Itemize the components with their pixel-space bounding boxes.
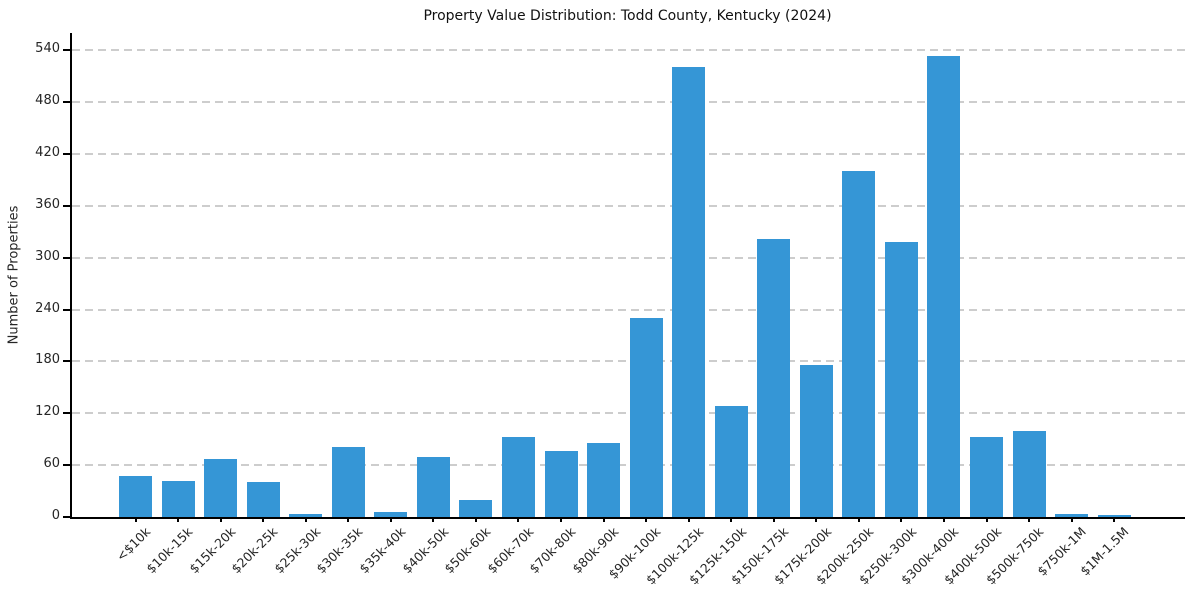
bar (1012, 431, 1046, 517)
x-axis-tick (474, 517, 477, 522)
bar (374, 511, 408, 517)
x-axis-tick (389, 517, 392, 522)
gridline (72, 49, 1185, 52)
y-axis-tick (63, 256, 70, 259)
gridline (72, 308, 1185, 311)
x-axis-tick (900, 517, 903, 522)
y-axis-tick (63, 204, 70, 207)
bar (119, 475, 152, 517)
x-tick-label: $35k-40k (356, 524, 409, 577)
x-axis-tick (304, 517, 307, 522)
x-axis-tick (942, 517, 945, 522)
bar (289, 513, 323, 517)
x-axis-tick (134, 517, 137, 522)
x-axis-tick (432, 517, 435, 522)
gridline (72, 464, 1185, 467)
y-tick-label: 420 (35, 145, 60, 160)
x-axis-tick (1070, 517, 1073, 522)
bar (884, 242, 918, 517)
x-tick-label: <$10k (113, 524, 154, 565)
y-axis-tick (63, 308, 70, 311)
bar (672, 66, 706, 517)
bar (842, 171, 876, 517)
bar (331, 447, 365, 517)
x-axis-tick (985, 517, 988, 522)
y-axis-tick (63, 516, 70, 518)
y-axis-tick (63, 464, 70, 467)
x-axis-tick (602, 517, 605, 522)
bar (501, 436, 535, 517)
gridline (72, 204, 1185, 207)
bar (246, 482, 280, 517)
y-tick-label: 360 (35, 196, 60, 212)
y-tick-label: 180 (35, 352, 60, 368)
bar (714, 406, 748, 517)
x-axis-tick (730, 517, 733, 522)
bar (629, 318, 663, 517)
x-axis-tick (517, 517, 520, 522)
y-axis-label: Number of Properties (6, 205, 22, 345)
x-axis-tick (815, 517, 818, 522)
bar (416, 456, 450, 517)
plot-area: 0 60 120 180 240 300 360 420 480 540 <$10k $10k-15k… (35, 33, 1185, 587)
bar (459, 499, 493, 517)
x-axis-tick (219, 517, 222, 522)
bar (161, 480, 195, 517)
x-axis-tick (177, 517, 180, 522)
y-axis-tick (63, 412, 70, 415)
gridline (72, 101, 1185, 104)
bar (757, 238, 791, 517)
x-axis-tick (1028, 517, 1031, 522)
x-axis-tick (262, 517, 265, 522)
bar (970, 436, 1003, 517)
x-axis-tick (347, 517, 350, 522)
bar (1055, 513, 1089, 517)
y-tick-label: 480 (35, 93, 60, 109)
gridline (72, 360, 1185, 363)
y-tick-label: 540 (35, 41, 60, 57)
y-axis-tick (63, 101, 70, 104)
bar (204, 459, 238, 517)
y-axis-tick (63, 153, 70, 155)
x-axis-tick (857, 517, 860, 522)
y-tick-label: 120 (35, 404, 60, 420)
y-tick-label: 300 (35, 248, 60, 264)
bar (544, 451, 578, 517)
x-axis-tick (687, 517, 690, 522)
gridline (72, 256, 1185, 259)
x-axis-tick (560, 517, 562, 522)
bar (1097, 515, 1131, 517)
y-axis-tick (63, 49, 70, 52)
y-tick-label: 0 (51, 508, 60, 523)
y-tick-label: 240 (35, 300, 60, 316)
y-axis-tick (63, 360, 70, 363)
chart-title: Property Value Distribution: Todd County… (423, 8, 832, 24)
gridline (72, 153, 1185, 155)
gridline (72, 412, 1185, 415)
y-tick-label: 60 (43, 456, 60, 472)
bar (587, 442, 621, 517)
bar (927, 56, 961, 517)
bar (799, 364, 833, 517)
x-axis-tick (645, 517, 648, 522)
x-axis-tick (772, 517, 775, 522)
x-axis-tick (1113, 517, 1116, 522)
